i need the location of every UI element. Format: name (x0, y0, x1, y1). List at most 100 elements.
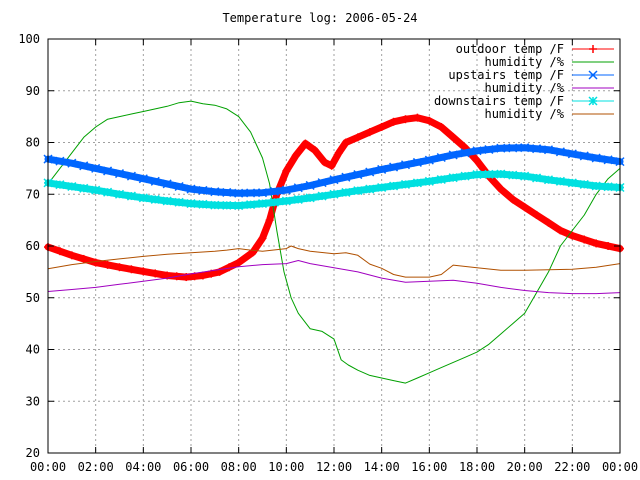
series-5-marker-stroke (329, 189, 339, 199)
series-3-marker-stroke (341, 172, 351, 182)
series-5-marker (55, 180, 65, 190)
series-5-marker (293, 194, 303, 204)
series-1-marker (91, 258, 100, 267)
series-3-marker (353, 170, 363, 180)
series-1-marker (291, 151, 300, 160)
series-5-marker (246, 200, 256, 210)
x-tick-label: 16:00 (411, 460, 447, 474)
series-5-marker-stroke (257, 199, 268, 209)
series-5-marker-stroke (126, 191, 136, 201)
series-3-marker (198, 185, 208, 195)
series-5-marker-stroke (603, 182, 613, 192)
series-5-marker-stroke (567, 178, 577, 188)
series-3-marker (222, 187, 232, 197)
series-5-marker (341, 187, 351, 197)
x-tick-label: 22:00 (554, 460, 590, 474)
series-3-marker (460, 148, 470, 158)
series-3-marker-stroke (377, 164, 387, 174)
series-3-marker-stroke (210, 187, 220, 197)
series-3-marker (126, 171, 136, 181)
series-3-marker (543, 145, 554, 155)
series-5-marker (555, 176, 565, 186)
series-5-marker (317, 191, 327, 201)
series-1-marker (544, 218, 553, 227)
series-3-marker-stroke (138, 174, 148, 184)
series-5-marker (436, 174, 446, 185)
series-2 (47, 100, 621, 384)
series-1-marker (248, 248, 257, 257)
series-5-marker-stroke (591, 181, 601, 191)
series-5-marker-stroke (543, 175, 554, 185)
y-tick-label: 20 (26, 446, 40, 460)
series-1-marker (401, 115, 410, 124)
series-3-marker (472, 146, 482, 156)
series-1-marker (449, 133, 458, 142)
series-3-marker (400, 160, 411, 170)
series-3-marker-stroke (520, 143, 530, 153)
series-5-marker-stroke (317, 191, 327, 201)
series-5-marker (222, 200, 232, 210)
legend-marker-stroke (588, 96, 598, 106)
series-5-marker (603, 182, 613, 192)
series-3-marker-stroke (162, 179, 172, 189)
series-3-marker-stroke (496, 143, 506, 153)
series-3-marker (436, 152, 446, 163)
series-1-marker (282, 166, 291, 175)
series-3-marker (508, 143, 518, 153)
x-tick-label: 10:00 (268, 460, 304, 474)
series-5-marker (353, 186, 363, 196)
series-3-marker (281, 185, 291, 195)
series-3-marker-stroke (269, 186, 279, 196)
series-1-marker (198, 271, 207, 280)
series-1-marker (496, 185, 505, 194)
series-5-marker (186, 199, 196, 209)
series-3-marker (103, 166, 113, 176)
series-1-marker (79, 254, 88, 263)
series-1-marker (115, 263, 124, 272)
series-1-marker (604, 242, 613, 250)
series-1-marker (556, 226, 565, 235)
series-5-marker-stroke (472, 170, 482, 180)
series-6 (47, 245, 621, 278)
axes: 20 30 40 50 60 70 80 90 100 00:00 02:00 04:00 06:00 0… (18, 32, 638, 474)
series-3-marker-stroke (555, 147, 565, 157)
series-2-line (47, 100, 621, 384)
series-5-marker (484, 169, 494, 179)
series-3-marker-stroke (91, 163, 101, 173)
series-5-marker-stroke (103, 187, 113, 197)
series-5-marker-stroke (293, 194, 303, 204)
series-5-marker-stroke (198, 199, 208, 209)
series-3-marker-stroke (389, 162, 399, 172)
series-5-marker-stroke (234, 201, 244, 211)
series-5-marker-stroke (389, 181, 399, 191)
series-5-marker (281, 196, 291, 206)
series-3-marker (579, 151, 589, 161)
legend-marker (588, 96, 598, 106)
series-3-marker (555, 147, 565, 157)
series-3-marker (448, 150, 458, 160)
series-3-marker (412, 157, 422, 167)
series-1-marker (580, 235, 589, 244)
series-6-line (47, 245, 621, 278)
series-5-marker-stroke (162, 196, 172, 206)
series-5-marker (150, 194, 160, 204)
series-3-marker-stroke (448, 150, 458, 160)
series-5-marker (389, 181, 399, 191)
series-3-marker-stroke (436, 152, 446, 163)
series-3-marker-stroke (174, 181, 184, 192)
series-1-marker (310, 146, 319, 155)
series-5-marker (508, 170, 518, 180)
series-5-marker-stroke (138, 193, 148, 203)
series-1-marker (258, 234, 267, 243)
series-3-marker-stroke (508, 143, 518, 153)
series-3-marker-stroke (353, 170, 363, 180)
series-5-marker (400, 179, 411, 189)
series-5-marker (377, 182, 387, 193)
series-3-marker-stroke (484, 144, 494, 155)
series-1-marker (389, 117, 398, 126)
y-tick-label: 90 (26, 84, 40, 98)
series-1-marker (151, 269, 160, 278)
series-1-marker (320, 158, 329, 167)
series-3-marker-stroke (412, 157, 422, 167)
